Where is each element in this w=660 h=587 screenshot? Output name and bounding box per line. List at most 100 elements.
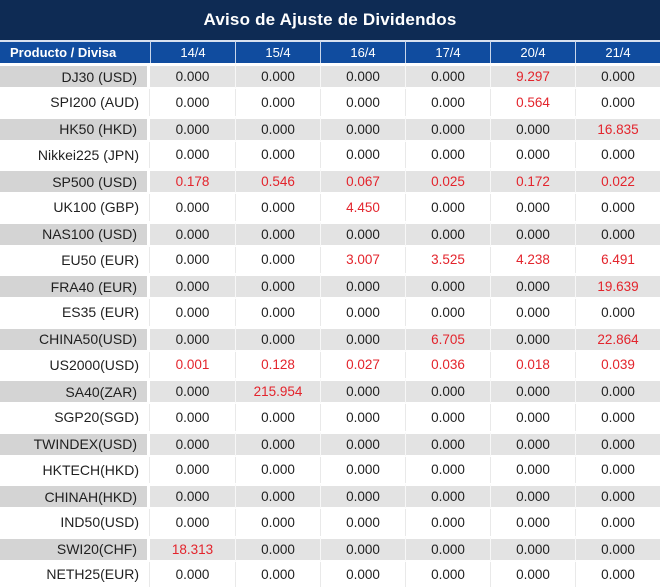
table-row: ES35 (EUR) 0.000 0.000 0.000 0.000 0.000 0.000 [0, 299, 660, 326]
dividend-value: 0.172 [490, 168, 575, 195]
dividend-value: 0.000 [320, 509, 405, 536]
dividend-value: 0.000 [235, 535, 320, 562]
column-header-date: 16/4 [320, 40, 405, 63]
dividend-value: 0.000 [235, 430, 320, 457]
dividend-value: 0.000 [490, 115, 575, 142]
dividend-value: 0.000 [575, 430, 660, 457]
dividend-value: 0.000 [575, 561, 660, 587]
table-row: Nikkei225 (JPN) 0.000 0.000 0.000 0.000 0.000… [0, 141, 660, 168]
dividend-value: 0.000 [150, 378, 235, 405]
dividend-value: 0.000 [320, 273, 405, 300]
dividend-value: 0.000 [320, 89, 405, 116]
product-label: HK50 (HKD) [0, 115, 150, 142]
dividend-value: 0.000 [490, 430, 575, 457]
dividend-value: 0.000 [320, 561, 405, 587]
dividend-value: 0.000 [320, 456, 405, 483]
dividend-value: 0.000 [575, 299, 660, 326]
table-row: SP500 (USD) 0.178 0.546 0.067 0.025 0.172 0.02… [0, 168, 660, 195]
dividend-value: 3.007 [320, 246, 405, 273]
dividend-value: 0.546 [235, 168, 320, 195]
product-label: NAS100 (USD) [0, 220, 150, 247]
dividend-value: 0.000 [490, 141, 575, 168]
dividend-value: 0.000 [490, 404, 575, 431]
table-row: HK50 (HKD) 0.000 0.000 0.000 0.000 0.000 16.83… [0, 115, 660, 142]
dividend-value: 0.000 [320, 378, 405, 405]
dividend-value: 0.000 [490, 299, 575, 326]
dividend-value: 0.000 [405, 299, 490, 326]
dividend-value: 0.000 [150, 220, 235, 247]
product-label: SA40(ZAR) [0, 378, 150, 405]
dividend-value: 0.000 [320, 141, 405, 168]
dividend-value: 0.000 [405, 194, 490, 221]
dividend-value: 0.000 [235, 220, 320, 247]
column-header-date: 21/4 [575, 40, 660, 63]
dividend-value: 0.000 [235, 509, 320, 536]
dividend-value: 0.000 [575, 63, 660, 90]
dividend-value: 0.000 [490, 194, 575, 221]
dividend-value: 0.000 [150, 63, 235, 90]
dividend-value: 0.000 [575, 89, 660, 116]
dividend-value: 0.000 [150, 404, 235, 431]
product-label: ES35 (EUR) [0, 299, 150, 326]
page-title: Aviso de Ajuste de Dividendos [0, 0, 660, 40]
dividend-value: 22.864 [575, 325, 660, 352]
header-row: Producto / Divisa 14/4 15/4 16/4 17/4 20/4 21… [0, 40, 660, 63]
column-header-date: 17/4 [405, 40, 490, 63]
table-row: NAS100 (USD) 0.000 0.000 0.000 0.000 0.000 0.0… [0, 220, 660, 247]
dividend-value: 0.000 [575, 483, 660, 510]
dividend-value: 0.000 [235, 115, 320, 142]
dividend-value: 0.000 [235, 141, 320, 168]
dividend-value: 0.000 [150, 194, 235, 221]
dividend-value: 0.000 [320, 220, 405, 247]
table-row: US2000(USD) 0.001 0.128 0.027 0.036 0.018 0.03… [0, 351, 660, 378]
dividend-value: 4.450 [320, 194, 405, 221]
dividend-value: 0.000 [150, 115, 235, 142]
table-row: CHINA50(USD) 0.000 0.000 0.000 6.705 0.000 22.… [0, 325, 660, 352]
dividend-value: 0.000 [490, 535, 575, 562]
dividend-value: 0.000 [235, 194, 320, 221]
dividend-value: 0.018 [490, 351, 575, 378]
dividend-value: 0.000 [575, 378, 660, 405]
dividend-value: 0.000 [150, 246, 235, 273]
table-body: DJ30 (USD) 0.000 0.000 0.000 0.000 9.297 0.000… [0, 63, 660, 587]
dividend-value: 0.000 [320, 535, 405, 562]
column-header-product: Producto / Divisa [0, 40, 150, 63]
dividend-value: 0.000 [320, 404, 405, 431]
dividend-value: 0.178 [150, 168, 235, 195]
dividend-value: 0.000 [235, 273, 320, 300]
dividend-value: 0.000 [320, 299, 405, 326]
dividend-value: 0.000 [405, 430, 490, 457]
dividend-value: 0.000 [320, 483, 405, 510]
table-row: TWINDEX(USD) 0.000 0.000 0.000 0.000 0.000 0.0… [0, 430, 660, 457]
column-header-date: 14/4 [150, 40, 235, 63]
dividend-value: 0.000 [405, 509, 490, 536]
product-label: IND50(USD) [0, 509, 150, 536]
table-row: NETH25(EUR) 0.000 0.000 0.000 0.000 0.000 0.00… [0, 561, 660, 587]
dividend-value: 0.000 [405, 141, 490, 168]
dividend-value: 0.000 [235, 561, 320, 587]
dividend-value: 3.525 [405, 246, 490, 273]
table-row: SWI20(CHF) 18.313 0.000 0.000 0.000 0.000 0.00… [0, 535, 660, 562]
table-row: EU50 (EUR) 0.000 0.000 3.007 3.525 4.238 6.491 [0, 246, 660, 273]
dividend-value: 0.025 [405, 168, 490, 195]
dividend-value: 0.000 [150, 325, 235, 352]
dividend-value: 0.000 [235, 299, 320, 326]
dividend-value: 0.000 [575, 220, 660, 247]
dividend-value: 0.000 [575, 404, 660, 431]
dividend-value: 0.000 [490, 220, 575, 247]
dividend-value: 0.000 [405, 456, 490, 483]
dividend-value: 0.000 [150, 273, 235, 300]
dividend-value: 0.000 [150, 141, 235, 168]
dividend-value: 0.000 [150, 299, 235, 326]
table-row: SGP20(SGD) 0.000 0.000 0.000 0.000 0.000 0.000 [0, 404, 660, 431]
dividend-value: 0.000 [405, 561, 490, 587]
dividend-value: 0.027 [320, 351, 405, 378]
dividend-value: 0.564 [490, 89, 575, 116]
dividend-value: 0.000 [490, 561, 575, 587]
product-label: UK100 (GBP) [0, 194, 150, 221]
dividend-value: 6.705 [405, 325, 490, 352]
product-label: EU50 (EUR) [0, 246, 150, 273]
table-row: CHINAH(HKD) 0.000 0.000 0.000 0.000 0.000 0.00… [0, 483, 660, 510]
dividend-value: 0.000 [405, 273, 490, 300]
table-row: DJ30 (USD) 0.000 0.000 0.000 0.000 9.297 0.000 [0, 63, 660, 90]
